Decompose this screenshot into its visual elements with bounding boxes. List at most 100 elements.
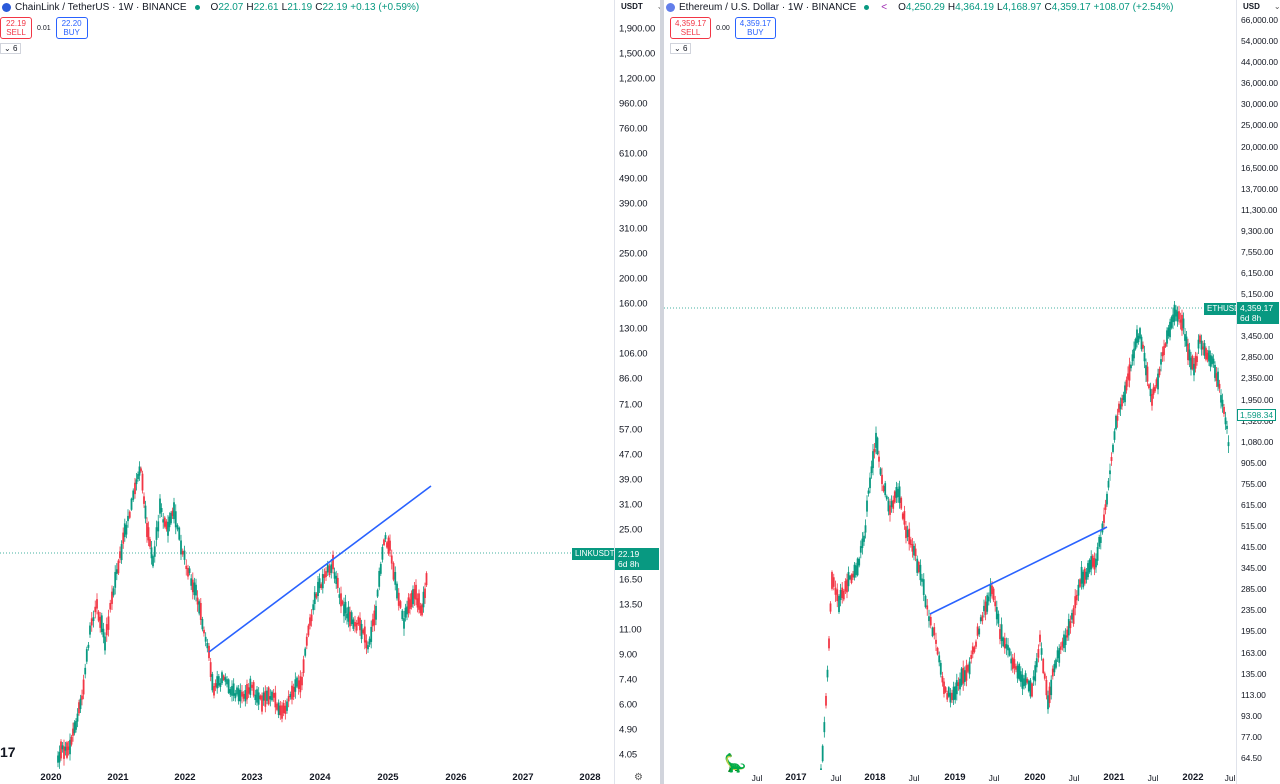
trendline bbox=[208, 485, 432, 653]
scale-settings-icon[interactable]: ⚙ bbox=[634, 772, 643, 783]
symbol-title[interactable]: Ethereum / U.S. Dollar · 1W · BINANCE bbox=[679, 2, 857, 13]
sell-button[interactable]: 22.19 SELL bbox=[0, 17, 32, 39]
sell-button[interactable]: 4,359.17 SELL bbox=[670, 17, 712, 39]
buy-button[interactable]: 22.20 BUY bbox=[55, 17, 88, 39]
candle-body bbox=[1101, 523, 1104, 533]
candle-body bbox=[305, 636, 308, 646]
buy-button[interactable]: 4,359.17 BUY bbox=[734, 17, 776, 39]
candle-body bbox=[333, 572, 336, 579]
candle-body bbox=[76, 713, 79, 722]
candle-body bbox=[170, 512, 172, 524]
time-scale[interactable]: Jul 2017 Jul 2018 Jul 2019 Jul 2020 Jul 2021 Jul 20… bbox=[664, 770, 1236, 784]
candle-body bbox=[1163, 346, 1165, 355]
candle-body bbox=[1029, 680, 1032, 697]
candle-body bbox=[352, 619, 355, 629]
currency-selector[interactable]: USD ⌄ bbox=[1243, 2, 1280, 11]
candle-body bbox=[1224, 417, 1227, 425]
price-scale[interactable]: USD ⌄ 66,000.00 54,000.00 44,000.00 36,000.0… bbox=[1236, 0, 1280, 784]
indicators-collapse-button[interactable]: ⌄ 6 bbox=[670, 43, 692, 54]
candle-body bbox=[407, 597, 410, 614]
candle-body bbox=[1212, 358, 1215, 364]
candle-body bbox=[1075, 594, 1078, 601]
price-chart-canvas[interactable] bbox=[0, 0, 614, 770]
chart-pane-ethusd[interactable]: Ethereum / U.S. Dollar · 1W · BINANCE < … bbox=[664, 0, 1280, 784]
candle-body bbox=[318, 578, 321, 589]
candle-body bbox=[350, 612, 353, 625]
price-scale[interactable]: USDT⌄ 1,900.00 1,500.00 1,200.00 960.00 760.… bbox=[614, 0, 660, 784]
candle-body bbox=[842, 590, 845, 600]
indicators-collapse-button[interactable]: ⌄ 6 bbox=[0, 43, 22, 54]
candle-body bbox=[399, 601, 402, 608]
price-tick-label: 345.00 bbox=[1241, 563, 1267, 574]
candle-body bbox=[412, 589, 414, 605]
time-scale[interactable]: 2020 2021 2022 2023 2024 2025 2026 2027 2028 bbox=[0, 770, 614, 784]
candle-body bbox=[94, 606, 97, 613]
candle-body bbox=[1178, 311, 1180, 320]
candle-body bbox=[1148, 384, 1150, 389]
share-icon[interactable]: < bbox=[881, 2, 888, 13]
candle-body bbox=[1080, 566, 1083, 584]
candle-body bbox=[1184, 334, 1186, 341]
candle-body bbox=[1166, 330, 1168, 344]
candle-body bbox=[999, 629, 1001, 640]
pane-divider[interactable] bbox=[660, 0, 664, 784]
price-tick-label: 1,500.00 bbox=[619, 48, 656, 60]
candle-body bbox=[1130, 364, 1132, 369]
candle-body bbox=[965, 665, 968, 681]
candle-body bbox=[138, 466, 141, 476]
candle-body bbox=[191, 579, 194, 593]
chevron-down-icon: ⌄ bbox=[657, 2, 660, 11]
price-tick-label: 4.90 bbox=[619, 724, 638, 736]
candle-body bbox=[347, 606, 350, 622]
candle-body bbox=[955, 680, 958, 695]
chart-pane-linkusdt[interactable]: ChainLink / TetherUS · 1W · BINANCE O22.… bbox=[0, 0, 660, 784]
candle-body bbox=[1160, 359, 1162, 365]
candle-body bbox=[963, 670, 966, 683]
time-tick-label: 2022 bbox=[1182, 772, 1204, 783]
symbol-title[interactable]: ChainLink / TetherUS · 1W · BINANCE bbox=[15, 2, 187, 13]
candle-body bbox=[1205, 348, 1207, 360]
candle-body bbox=[1066, 629, 1069, 638]
symbol-legend[interactable]: Ethereum / U.S. Dollar · 1W · BINANCE < … bbox=[664, 0, 1174, 15]
candle-body bbox=[939, 662, 942, 675]
dinosaur-icon[interactable]: 🦕 bbox=[724, 753, 747, 773]
candle-body bbox=[881, 474, 883, 484]
candle-body bbox=[287, 696, 290, 702]
candle-body bbox=[834, 587, 837, 595]
candle-body bbox=[226, 679, 228, 685]
candle-body bbox=[991, 585, 993, 595]
candle-body bbox=[1173, 304, 1176, 322]
candle-body bbox=[266, 690, 268, 701]
candlestick-series bbox=[820, 300, 1230, 770]
candle-body bbox=[87, 644, 90, 648]
candle-body bbox=[196, 597, 199, 605]
price-tick-label: 235.00 bbox=[1241, 605, 1267, 616]
price-chart-canvas[interactable] bbox=[664, 0, 1236, 770]
candle-body bbox=[89, 625, 91, 635]
price-tick-label: 200.00 bbox=[619, 273, 648, 285]
candle-body bbox=[1176, 311, 1179, 322]
time-tick-label: 2027 bbox=[512, 772, 534, 783]
candle-body bbox=[861, 538, 864, 549]
candle-body bbox=[928, 616, 930, 622]
candle-body bbox=[828, 638, 830, 649]
candle-body bbox=[1223, 406, 1225, 414]
market-open-status-icon bbox=[864, 5, 870, 10]
candle-body bbox=[64, 746, 67, 751]
candle-body bbox=[872, 451, 874, 469]
time-tick-label: 2021 bbox=[107, 772, 129, 783]
candle-body bbox=[296, 677, 298, 687]
price-tick-label: 11.00 bbox=[619, 624, 642, 636]
candle-body bbox=[995, 607, 998, 620]
currency-selector[interactable]: USDT⌄ bbox=[621, 2, 660, 11]
candle-body bbox=[1087, 563, 1089, 578]
symbol-legend[interactable]: ChainLink / TetherUS · 1W · BINANCE O22.… bbox=[0, 0, 420, 15]
candle-body bbox=[1139, 328, 1141, 339]
ohlc-values: O4,250.29 H4,364.19 L4,168.97 C4,359.17 +10… bbox=[895, 2, 1173, 13]
tradingview-logo[interactable]: 17 bbox=[0, 744, 16, 760]
candle-body bbox=[425, 573, 428, 586]
candle-body bbox=[1003, 638, 1006, 649]
candle-body bbox=[1107, 480, 1110, 488]
candle-body bbox=[384, 535, 387, 540]
candle-body bbox=[981, 615, 984, 622]
